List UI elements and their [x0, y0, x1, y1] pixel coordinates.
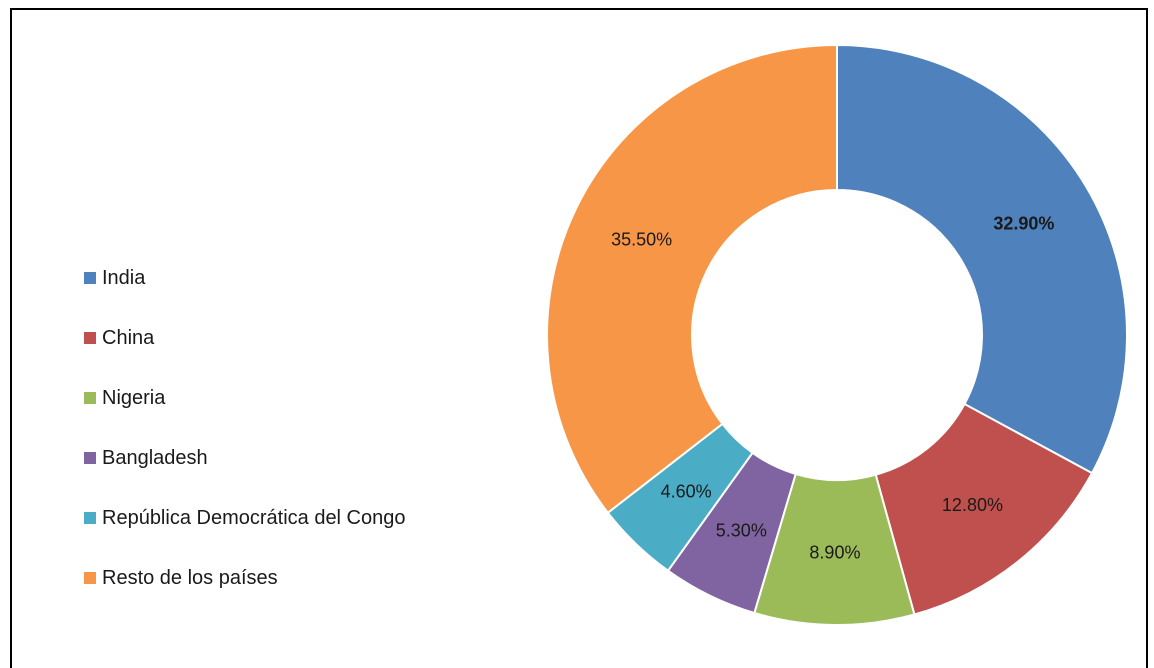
- slice-resto: [546, 43, 838, 515]
- legend: India China Nigeria Bangladesh República…: [84, 248, 406, 608]
- legend-item-congo: República Democrática del Congo: [84, 488, 406, 548]
- slice-india: [836, 43, 1128, 475]
- legend-item-india: India: [84, 248, 406, 308]
- legend-item-bangladesh: Bangladesh: [84, 428, 406, 488]
- legend-swatch-nigeria: [84, 392, 96, 404]
- data-label-china: 12.80%: [942, 495, 1003, 515]
- legend-swatch-china: [84, 332, 96, 344]
- legend-item-nigeria: Nigeria: [84, 368, 406, 428]
- legend-item-resto: Resto de los países: [84, 548, 406, 608]
- legend-label-nigeria: Nigeria: [102, 386, 166, 409]
- legend-swatch-bangladesh: [84, 452, 96, 464]
- legend-label-china: China: [102, 326, 155, 349]
- data-label-nigeria: 8.90%: [809, 542, 860, 562]
- data-label-resto: 35.50%: [611, 229, 672, 249]
- legend-item-china: China: [84, 308, 406, 368]
- slice-china: [874, 402, 1094, 616]
- legend-label-congo: República Democrática del Congo: [102, 506, 406, 529]
- legend-label-bangladesh: Bangladesh: [102, 446, 208, 469]
- data-label-congo: 4.60%: [661, 482, 712, 502]
- legend-swatch-india: [84, 272, 96, 284]
- legend-swatch-congo: [84, 512, 96, 524]
- legend-swatch-resto: [84, 572, 96, 584]
- data-label-bangladesh: 5.30%: [716, 520, 767, 540]
- legend-label-india: India: [102, 266, 146, 289]
- donut-chart: 32.90% 12.80% 8.90% 5.30%4.60% 35.50%: [546, 43, 1128, 626]
- legend-label-resto: Resto de los países: [102, 566, 278, 589]
- data-label-india: 32.90%: [993, 214, 1054, 234]
